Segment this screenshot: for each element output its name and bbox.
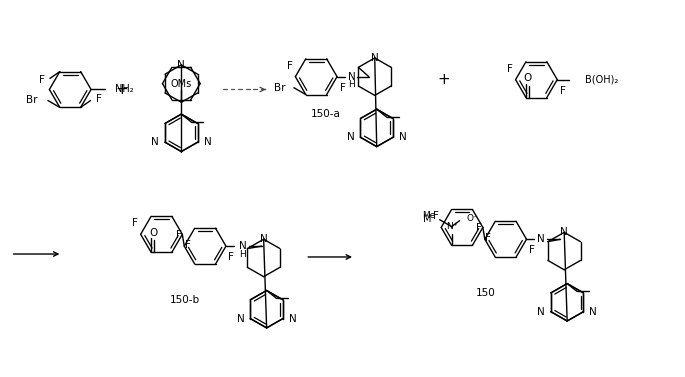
- Text: F: F: [39, 75, 45, 86]
- Text: O: O: [149, 228, 157, 238]
- Text: 150-b: 150-b: [171, 295, 200, 305]
- Text: N: N: [260, 234, 268, 244]
- Text: F: F: [529, 245, 535, 255]
- Text: F: F: [507, 64, 513, 74]
- Text: N: N: [239, 241, 247, 251]
- Text: N: N: [537, 307, 545, 317]
- Text: F: F: [433, 211, 438, 221]
- Text: F: F: [486, 233, 491, 244]
- Text: F: F: [287, 61, 293, 70]
- Text: F: F: [185, 240, 190, 250]
- Text: O⁻: O⁻: [466, 214, 478, 223]
- Text: N: N: [289, 314, 297, 323]
- Text: F: F: [228, 252, 234, 262]
- Text: OMs: OMs: [171, 78, 192, 89]
- Text: 150: 150: [476, 288, 496, 299]
- Text: Me: Me: [423, 211, 436, 220]
- Text: F: F: [340, 83, 345, 93]
- Text: Br: Br: [27, 95, 38, 104]
- Text: N: N: [538, 234, 545, 244]
- Text: F: F: [132, 218, 138, 228]
- Text: F: F: [560, 86, 566, 96]
- Text: M: M: [423, 214, 432, 224]
- Text: F: F: [95, 93, 101, 104]
- Text: N: N: [348, 72, 356, 82]
- Text: N⁺: N⁺: [446, 222, 458, 231]
- Text: +: +: [116, 82, 128, 97]
- Text: H: H: [349, 80, 356, 89]
- Text: +: +: [438, 72, 451, 87]
- Text: O: O: [524, 73, 532, 83]
- Text: 150-a: 150-a: [311, 109, 341, 119]
- Text: N: N: [371, 53, 379, 63]
- Text: H: H: [240, 250, 246, 259]
- Text: NH₂: NH₂: [115, 84, 134, 95]
- Text: B(OH)₂: B(OH)₂: [585, 75, 619, 84]
- Text: N: N: [399, 132, 407, 142]
- Text: N: N: [347, 132, 354, 142]
- Text: F: F: [176, 230, 182, 240]
- Text: N: N: [236, 314, 245, 323]
- Text: N: N: [177, 60, 185, 70]
- Text: N: N: [151, 137, 159, 147]
- Text: Br: Br: [275, 83, 286, 93]
- Text: N: N: [203, 137, 212, 147]
- Text: F: F: [477, 223, 482, 233]
- Text: N: N: [560, 227, 568, 238]
- Text: N: N: [589, 307, 597, 317]
